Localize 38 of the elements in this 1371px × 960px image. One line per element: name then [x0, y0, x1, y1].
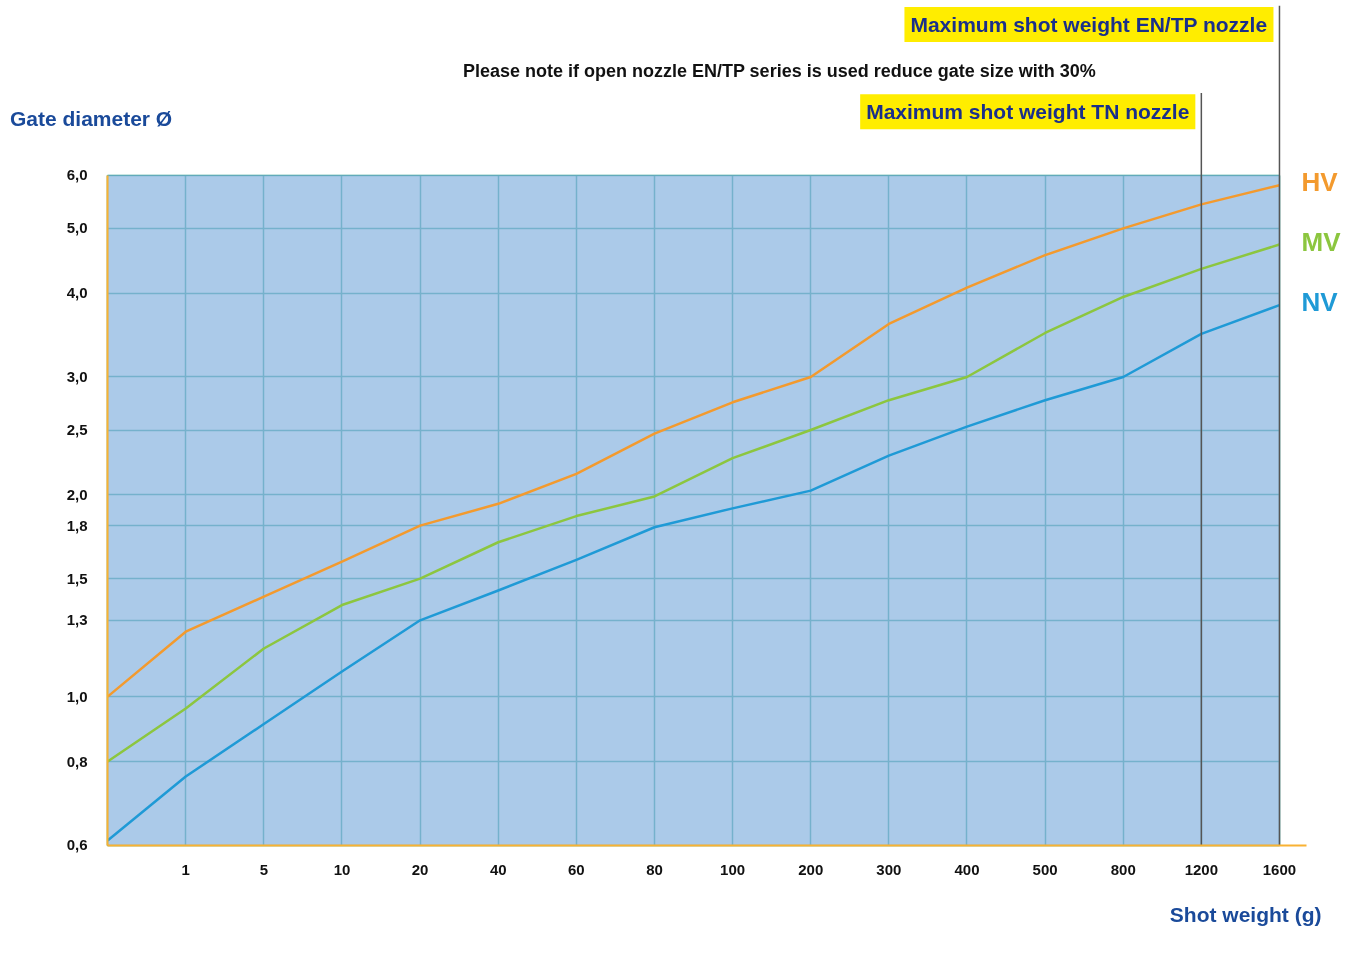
y-tick-label: 4,0 — [66, 284, 88, 302]
y-tick-label: 1,0 — [66, 687, 88, 705]
x-tick-label: 40 — [489, 861, 507, 879]
x-tick-label: 500 — [1032, 861, 1058, 879]
x-tick-label: 100 — [720, 861, 746, 879]
series-label: NV — [1301, 287, 1339, 318]
line-series — [106, 243, 1281, 763]
y-tick-label: 2,0 — [66, 485, 88, 503]
x-tick-label: 300 — [876, 861, 902, 879]
y-tick-label: 1,3 — [66, 611, 88, 629]
x-tick-label: 1 — [181, 861, 190, 879]
y-tick-label: 6,0 — [66, 166, 88, 184]
text: Please note if open nozzle EN/TP series is used reduce gate size with 30% — [462, 61, 1096, 82]
x-tick-label: 1200 — [1184, 861, 1219, 879]
x-tick-label: 60 — [568, 861, 585, 879]
line-series — [106, 183, 1281, 698]
y-tick-label: 5,0 — [66, 219, 88, 237]
y-tick-label: 3,0 — [66, 368, 88, 385]
ref-line-label: Maximum shot weight EN/TP nozzle — [910, 13, 1268, 37]
x-tick-label: 400 — [954, 861, 980, 879]
x-tick-label: 200 — [798, 861, 824, 879]
y-axis-title: Gate diameter Ø — [9, 106, 173, 130]
x-tick-label: 80 — [646, 861, 663, 879]
y-tick-label: 2,5 — [66, 421, 88, 439]
x-tick-label: 20 — [411, 861, 429, 879]
x-tick-label: 1600 — [1262, 861, 1297, 879]
line-series — [106, 303, 1281, 842]
series-label: MV — [1301, 226, 1342, 257]
y-tick-label: 0,8 — [66, 752, 88, 770]
x-tick-label: 10 — [333, 861, 351, 879]
y-tick-label: 1,8 — [66, 516, 88, 534]
x-tick-label: 800 — [1110, 861, 1136, 879]
series-label: HV — [1301, 167, 1339, 198]
y-tick-label: 1,5 — [66, 569, 88, 587]
ref-line-label: Maximum shot weight TN nozzle — [866, 100, 1190, 124]
y-tick-label: 0,6 — [66, 836, 88, 854]
x-tick-label: 5 — [259, 861, 269, 879]
x-axis-title: Shot weight (g) — [1169, 902, 1322, 926]
